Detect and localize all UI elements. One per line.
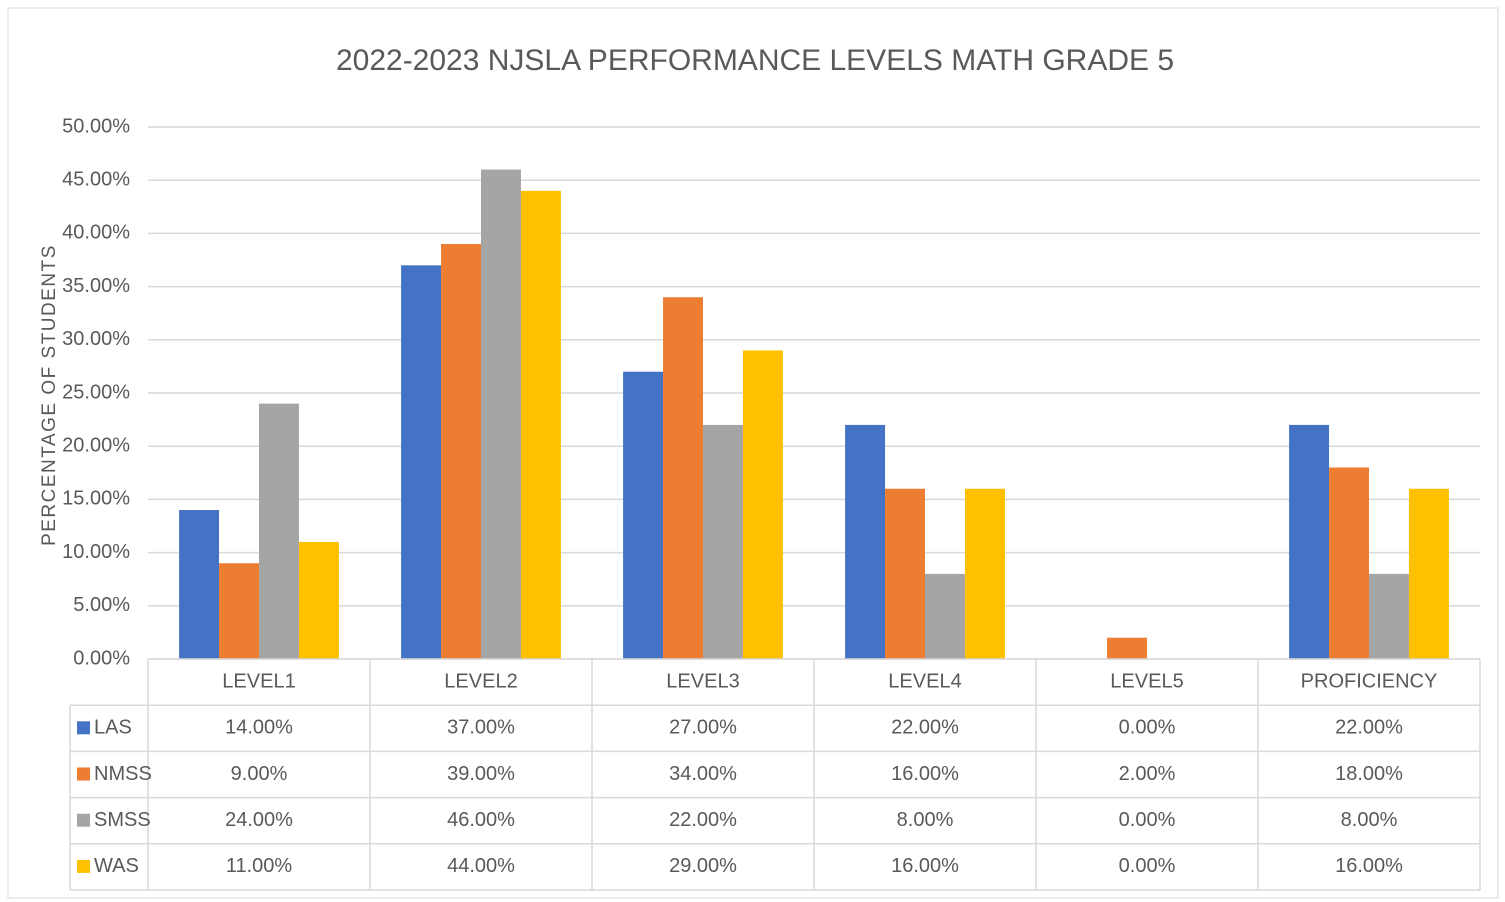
table-cell: 34.00%	[669, 763, 737, 785]
table-cell: 8.00%	[897, 809, 954, 831]
legend-swatch	[77, 721, 90, 735]
y-tick-label: 50.00%	[62, 115, 130, 137]
y-axis-label: PERCENTAGE OF STUDENTS	[39, 244, 60, 546]
bar	[1289, 424, 1330, 659]
table-cell: 39.00%	[447, 763, 515, 785]
y-tick-label: 5.00%	[73, 594, 130, 616]
y-tick-label: 25.00%	[62, 381, 130, 403]
bar	[441, 244, 481, 660]
x-tick-label: LEVEL2	[444, 670, 517, 692]
bar	[663, 297, 703, 659]
table-cell: 29.00%	[669, 855, 737, 877]
bar	[219, 563, 259, 659]
table-cell: 0.00%	[1119, 855, 1176, 877]
legend-swatch	[77, 859, 90, 873]
table-cell: 2.00%	[1119, 763, 1176, 785]
legend-label: SMSS	[94, 809, 151, 831]
table-cell: 27.00%	[669, 717, 737, 739]
bar	[964, 488, 1005, 659]
bar	[703, 424, 743, 659]
y-tick-label: 45.00%	[62, 168, 130, 190]
x-tick-label: LEVEL1	[222, 670, 295, 692]
bar	[623, 371, 664, 659]
table-cell: 9.00%	[231, 763, 288, 785]
table-cell: 37.00%	[447, 717, 515, 739]
y-tick-label: 30.00%	[62, 328, 130, 350]
table-cell: 46.00%	[447, 809, 515, 831]
legend-label: WAS	[94, 855, 139, 877]
bar	[401, 265, 442, 659]
bar	[179, 510, 220, 659]
table-cell: 22.00%	[1335, 717, 1403, 739]
bar	[845, 424, 886, 659]
y-tick-label: 40.00%	[62, 222, 130, 244]
x-tick-label: LEVEL5	[1110, 670, 1183, 692]
bar	[259, 403, 299, 659]
y-tick-label: 35.00%	[62, 275, 130, 297]
table-cell: 16.00%	[891, 855, 959, 877]
x-tick-label: PROFICIENCY	[1301, 670, 1438, 692]
table-cell: 24.00%	[225, 809, 293, 831]
y-tick-label: 10.00%	[62, 541, 130, 563]
chart-title: 2022-2023 NJSLA PERFORMANCE LEVELS MATH …	[336, 44, 1174, 77]
table-cell: 22.00%	[891, 717, 959, 739]
bar	[1329, 467, 1369, 659]
table-cell: 0.00%	[1119, 809, 1176, 831]
legend-swatch	[77, 767, 90, 781]
table-cell: 11.00%	[226, 855, 293, 877]
bar	[1408, 488, 1449, 659]
y-tick-label: 0.00%	[73, 647, 130, 669]
bar	[742, 350, 783, 659]
table-cell: 0.00%	[1119, 717, 1176, 739]
table-cell: 22.00%	[669, 809, 737, 831]
legend-label: LAS	[94, 717, 132, 739]
bar	[520, 190, 561, 659]
table-cell: 14.00%	[225, 717, 293, 739]
bar	[1107, 637, 1147, 659]
y-tick-label: 15.00%	[62, 488, 130, 510]
table-cell: 18.00%	[1335, 763, 1403, 785]
legend-swatch	[77, 813, 90, 827]
bar	[1369, 573, 1409, 659]
table-cell: 8.00%	[1341, 809, 1398, 831]
bar	[925, 573, 965, 659]
legend-label: NMSS	[94, 763, 152, 785]
x-tick-label: LEVEL4	[888, 670, 961, 692]
table-cell: 44.00%	[447, 855, 515, 877]
table-cell: 16.00%	[1335, 855, 1403, 877]
bar	[885, 488, 925, 659]
bar	[298, 541, 339, 659]
bar	[481, 169, 521, 659]
x-tick-label: LEVEL3	[666, 670, 739, 692]
table-cell: 16.00%	[891, 763, 959, 785]
y-tick-label: 20.00%	[62, 434, 130, 456]
